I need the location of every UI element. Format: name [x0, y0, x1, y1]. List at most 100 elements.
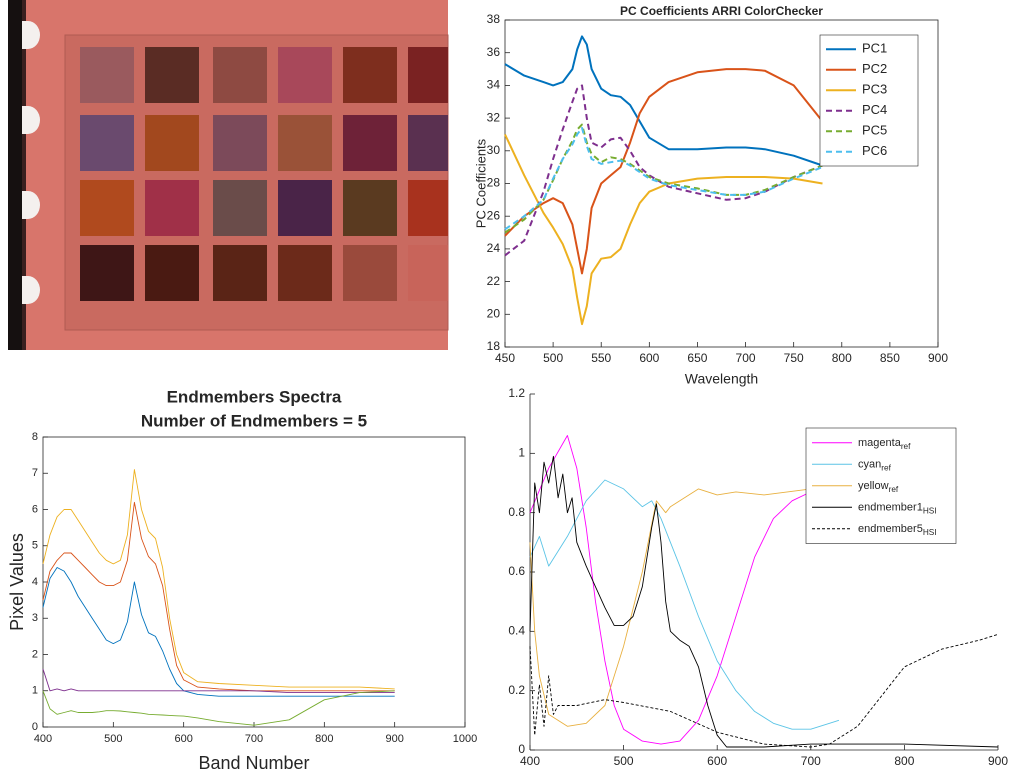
legend-name: cyan [858, 458, 881, 470]
x-tick-label: 1000 [453, 733, 477, 745]
y-tick-label: 0.2 [508, 683, 525, 697]
color-patch [408, 180, 448, 236]
chart: 400 500 600 700 800 900 0 0.2 0.4 0.6 0.8 1 1.2 magen… [508, 386, 1008, 768]
legend-box [819, 34, 919, 167]
y-tick-label: 0 [32, 721, 38, 733]
color-patch [343, 47, 397, 103]
legend-name: endmember1 [858, 501, 923, 513]
y-tick-label: 7 [32, 467, 38, 479]
color-patch [80, 47, 134, 103]
color-patch [408, 245, 448, 301]
chart: 450 500 550 600 650 700 750 800 850 900 18 20 22 24 26… [473, 4, 948, 387]
x-tick-label: 600 [707, 754, 727, 768]
color-patch [278, 115, 332, 171]
x-tick-label: 600 [639, 351, 659, 365]
x-axis-label: Wavelength [685, 371, 758, 387]
y-tick-label: 22 [487, 274, 501, 288]
legend-label: yellowref [858, 480, 899, 494]
y-tick-label: 28 [487, 176, 501, 190]
color-patch [213, 180, 267, 236]
color-patch [278, 245, 332, 301]
legend-subscript: ref [901, 442, 911, 451]
series-line [504, 84, 823, 257]
legend-name: PC6 [862, 143, 887, 158]
x-tick-label: 500 [543, 351, 563, 365]
y-tick-label: 18 [487, 339, 501, 353]
x-tick-label: 800 [894, 754, 914, 768]
x-tick-label: 700 [801, 754, 821, 768]
plot-area [42, 436, 466, 728]
legend-label: endmember5HSI [858, 523, 937, 537]
series-line [529, 479, 840, 730]
color-patch [278, 47, 332, 103]
legend-name: yellow [858, 480, 889, 492]
series-line [42, 668, 395, 694]
y-tick-label: 4 [32, 576, 38, 588]
y-tick-label: 6 [32, 503, 38, 515]
chart-title: Endmembers Spectra [167, 387, 342, 406]
x-tick-label: 700 [245, 733, 263, 745]
y-tick-label: 1.2 [508, 386, 525, 400]
legend-label: magentaref [858, 437, 911, 451]
color-patch [80, 180, 134, 236]
y-axis-label: Pixel Values [7, 533, 27, 631]
y-tick-label: 36 [487, 45, 501, 59]
y-tick-label: 5 [32, 540, 38, 552]
legend-label: endmember1HSI [858, 501, 937, 515]
x-tick-label: 650 [687, 351, 707, 365]
legend-subscript: ref [889, 485, 899, 494]
color-patch [343, 245, 397, 301]
film-edge [22, 0, 26, 350]
series-line [529, 435, 849, 745]
x-tick-label: 850 [880, 351, 900, 365]
color-patch [343, 115, 397, 171]
legend-label: PC5 [862, 123, 887, 138]
x-tick-label: 550 [591, 351, 611, 365]
color-patch [343, 180, 397, 236]
series-line [504, 126, 823, 231]
chart-title: PC Coefficients ARRI ColorChecker [620, 4, 823, 18]
color-patch [213, 245, 267, 301]
y-tick-label: 3 [32, 612, 38, 624]
y-axis-label: PC Coefficients [473, 138, 488, 228]
y-tick-label: 0.4 [508, 624, 525, 638]
series-line [529, 633, 999, 748]
y-tick-label: 38 [487, 12, 501, 26]
sprocket-hole [22, 21, 40, 49]
x-tick-label: 600 [174, 733, 192, 745]
y-tick-label: 0.8 [508, 505, 525, 519]
color-patch [80, 245, 134, 301]
series-line [504, 35, 823, 167]
chart: 400 500 600 700 800 900 1000 0 1 2 3 4 5 6 7 8 Endmember… [7, 387, 477, 772]
legend-name: magenta [858, 437, 902, 449]
color-patch [145, 245, 199, 301]
x-tick-label: 750 [784, 351, 804, 365]
y-tick-label: 1 [518, 446, 525, 460]
color-patch [278, 180, 332, 236]
series-line [42, 567, 395, 697]
series-line [504, 123, 823, 234]
y-tick-label: 34 [487, 78, 501, 92]
y-tick-label: 20 [487, 306, 501, 320]
legend-label: cyanref [858, 458, 892, 472]
legend-subscript: HSI [923, 506, 937, 515]
color-patch [145, 47, 199, 103]
color-patch [408, 47, 448, 103]
legend-name: PC5 [862, 123, 887, 138]
legend-label: PC2 [862, 61, 887, 76]
series-line [529, 485, 849, 727]
legend-name: PC4 [862, 102, 887, 117]
color-patch [80, 115, 134, 171]
x-tick-label: 900 [988, 754, 1008, 768]
colorchecker-photo [8, 0, 449, 350]
series-line [529, 455, 999, 748]
x-tick-label: 500 [104, 733, 122, 745]
legend-name: PC1 [862, 41, 887, 56]
color-patch [213, 115, 267, 171]
y-tick-label: 30 [487, 143, 501, 157]
x-tick-label: 900 [928, 351, 948, 365]
legend-subscript: HSI [923, 528, 937, 537]
series-line [42, 469, 395, 690]
legend-name: endmember5 [858, 523, 923, 535]
color-patch [213, 47, 267, 103]
